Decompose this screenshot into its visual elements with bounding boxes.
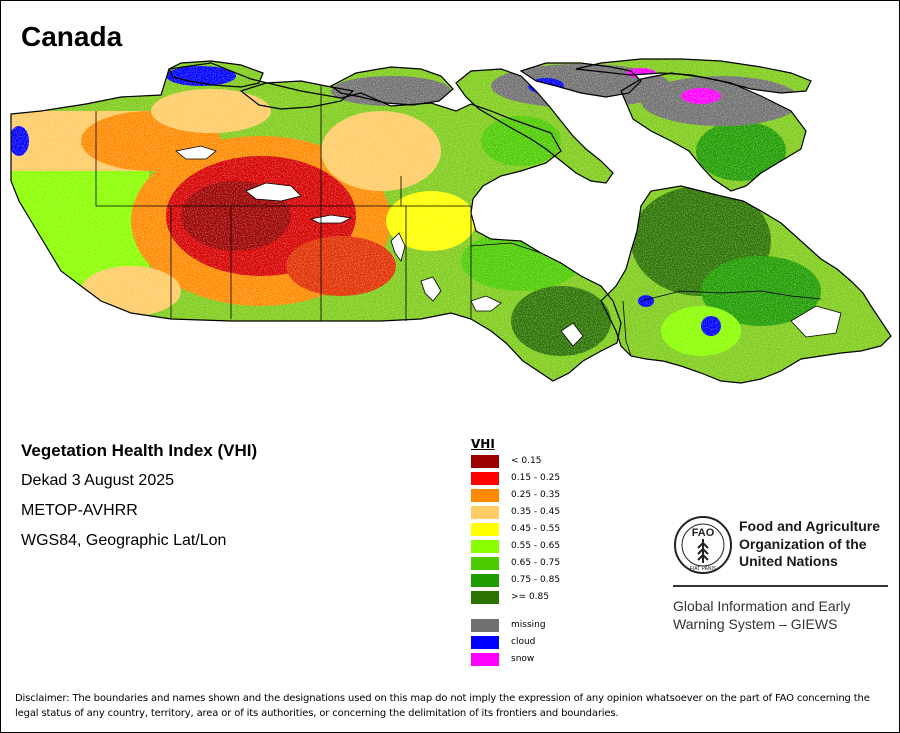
legend-other: snow	[471, 653, 591, 667]
legend-swatch	[471, 636, 499, 649]
fao-emblem-text: FAO	[692, 527, 715, 539]
lake-huron-shore	[560, 322, 584, 347]
legend-label: 0.35 - 0.45	[511, 507, 561, 517]
legend-swatch	[471, 472, 499, 485]
legend-title: VHI	[471, 437, 495, 451]
gulf-st-lawrence	[790, 305, 842, 338]
legend-swatch	[471, 506, 499, 519]
legend-label: 0.65 - 0.75	[511, 558, 561, 568]
legend-label: < 0.15	[511, 456, 542, 466]
provincial-boundaries	[95, 86, 822, 357]
map-info: Vegetation Health Index (VHI) Dekad 3 Au…	[21, 441, 257, 561]
great-bear-lake	[175, 145, 217, 160]
org-line-2: Organization of the	[739, 535, 867, 552]
system-line-1: Global Information and Early	[673, 598, 851, 614]
legend-swatch	[471, 540, 499, 553]
legend-swatch	[471, 574, 499, 587]
system-line-2: Warning System – GIEWS	[673, 616, 838, 632]
legend-swatch	[471, 489, 499, 502]
legend-label: 0.55 - 0.65	[511, 541, 561, 551]
divider	[673, 585, 888, 587]
disclaimer: Disclaimer: The boundaries and names sho…	[15, 693, 870, 719]
org-line-1: Food and Agriculture	[739, 518, 881, 534]
legend-class: 0.15 - 0.25	[471, 472, 591, 486]
legend-label: snow	[511, 654, 535, 664]
legend-other: missing	[471, 619, 591, 633]
legend-label: 0.15 - 0.25	[511, 473, 561, 483]
vhi-map	[10, 58, 892, 384]
legend-swatch	[471, 455, 499, 468]
org-line-3: United Nations	[739, 553, 838, 569]
legend-class: 0.75 - 0.85	[471, 574, 591, 588]
legend-label: >= 0.85	[511, 592, 549, 602]
legend-label: 0.75 - 0.85	[511, 575, 561, 585]
legend-class: 0.65 - 0.75	[471, 557, 591, 571]
projection-label: WGS84, Geographic Lat/Lon	[21, 532, 227, 549]
legend-swatch	[471, 653, 499, 666]
great-slave-lake	[245, 182, 302, 202]
giews-name: Global Information and Early Warning Sys…	[673, 597, 850, 633]
legend-label: 0.45 - 0.55	[511, 524, 561, 534]
legend-class: 0.45 - 0.55	[471, 523, 591, 537]
legend-class: 0.55 - 0.65	[471, 540, 591, 554]
legend-class: 0.25 - 0.35	[471, 489, 591, 503]
lake-superior-shore	[470, 295, 502, 312]
legend-class: >= 0.85	[471, 591, 591, 605]
legend-swatch	[471, 591, 499, 604]
fao-motto: FIAT PANIS	[690, 566, 717, 572]
lake-winnipeg	[390, 232, 406, 262]
sensor-label: METOP-AVHRR	[21, 502, 138, 519]
legend-class: < 0.15	[471, 455, 591, 469]
legend-class: 0.35 - 0.45	[471, 506, 591, 520]
map-legend: VHI < 0.15 0.15 - 0.25 0.25 - 0.35 0.35 …	[471, 437, 560, 666]
lake-manitoba	[420, 276, 442, 302]
map-title: Canada	[21, 21, 123, 52]
legend-label: missing	[511, 620, 546, 630]
legend-other: cloud	[471, 636, 591, 650]
fao-emblem-icon: FAO FIAT PANIS	[674, 516, 732, 574]
legend-swatch	[471, 523, 499, 536]
landmass	[11, 59, 891, 383]
fao-org-name: Food and Agriculture Organization of the…	[739, 518, 880, 571]
index-name: Vegetation Health Index (VHI)	[21, 441, 258, 460]
legend-label: cloud	[511, 637, 536, 647]
period-label: Dekad 3 August 2025	[21, 472, 175, 489]
fao-logo: FAO FIAT PANIS Food and Agriculture Orga…	[671, 513, 891, 633]
legend-swatch	[471, 619, 499, 632]
legend-swatch	[471, 557, 499, 570]
legend-label: 0.25 - 0.35	[511, 490, 561, 500]
lakes	[175, 145, 842, 347]
